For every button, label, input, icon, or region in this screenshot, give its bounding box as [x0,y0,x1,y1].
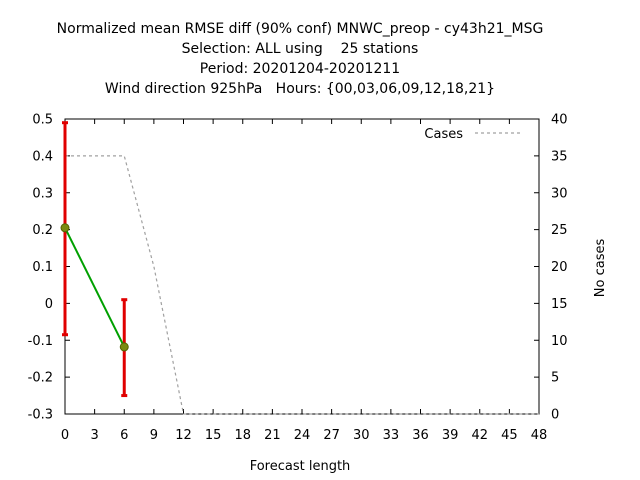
chart-title-line-2: Selection: ALL using 25 stations [181,41,419,57]
legend-label-cases: Cases [424,127,463,142]
x-tick-label: 39 [442,428,459,443]
x-tick-label: 6 [120,428,128,443]
y-axis-right: 0 5 10 15 20 25 30 35 40 [534,113,568,423]
x-tick-label: 48 [531,428,548,443]
data-point [60,223,70,233]
y-left-tick-label: 0 [45,297,53,312]
chart-title-line-3: Period: 20201204-20201211 [199,61,401,77]
y-right-tick-label: 20 [551,260,568,275]
x-tick-label: 3 [90,428,98,443]
data-point [119,342,129,352]
x-tick-label: 21 [264,428,281,443]
y-right-tick-label: 30 [551,186,568,201]
cases-line [65,155,539,415]
y-left-tick-label: -0.2 [28,371,53,386]
y-right-tick-label: 35 [551,149,568,164]
x-tick-label: 18 [234,428,251,443]
y-axis-right-label: No cases [593,239,608,298]
y-left-tick-label: 0.3 [32,186,53,201]
y-right-tick-label: 15 [551,297,568,312]
y-right-tick-label: 25 [551,223,568,238]
y-right-tick-label: 40 [551,113,568,128]
x-tick-label: 30 [353,428,370,443]
y-axis-left: -0.3 -0.2 -0.1 0 0.1 0.2 0.3 0.4 0.5 [28,113,70,423]
chart-title-line-1: Normalized mean RMSE diff (90% conf) MNW… [56,21,544,37]
chart-title-line-4: Wind direction 925hPa Hours: {00,03,06,0… [104,81,496,97]
x-tick-label: 45 [501,428,518,443]
rmse-diff-series [60,121,129,398]
plot-frame [64,118,540,415]
x-axis: 0 3 6 9 12 15 18 21 24 27 30 33 36 39 42 45 48 [61,119,547,443]
y-right-tick-label: 10 [551,334,568,349]
y-left-tick-label: -0.3 [28,408,53,423]
y-left-tick-label: 0.1 [32,260,53,275]
x-tick-label: 27 [323,428,340,443]
x-tick-label: 24 [294,428,311,443]
x-tick-label: 15 [205,428,222,443]
y-left-tick-label: 0.4 [32,149,53,164]
cases-series [65,155,539,415]
y-left-tick-label: 0.2 [32,223,53,238]
y-left-tick-label: -0.1 [28,334,53,349]
x-tick-label: 0 [61,428,69,443]
legend: Cases [424,127,522,142]
x-tick-label: 36 [412,428,429,443]
x-tick-label: 9 [150,428,158,443]
x-tick-label: 12 [175,428,192,443]
x-tick-label: 42 [471,428,488,443]
y-right-tick-label: 0 [551,408,559,423]
x-tick-label: 33 [383,428,400,443]
y-right-tick-label: 5 [551,371,559,386]
rmse-diff-line [64,227,126,348]
y-left-tick-label: 0.5 [32,113,53,128]
plot-border [64,118,540,415]
x-axis-label: Forecast length [250,459,351,474]
